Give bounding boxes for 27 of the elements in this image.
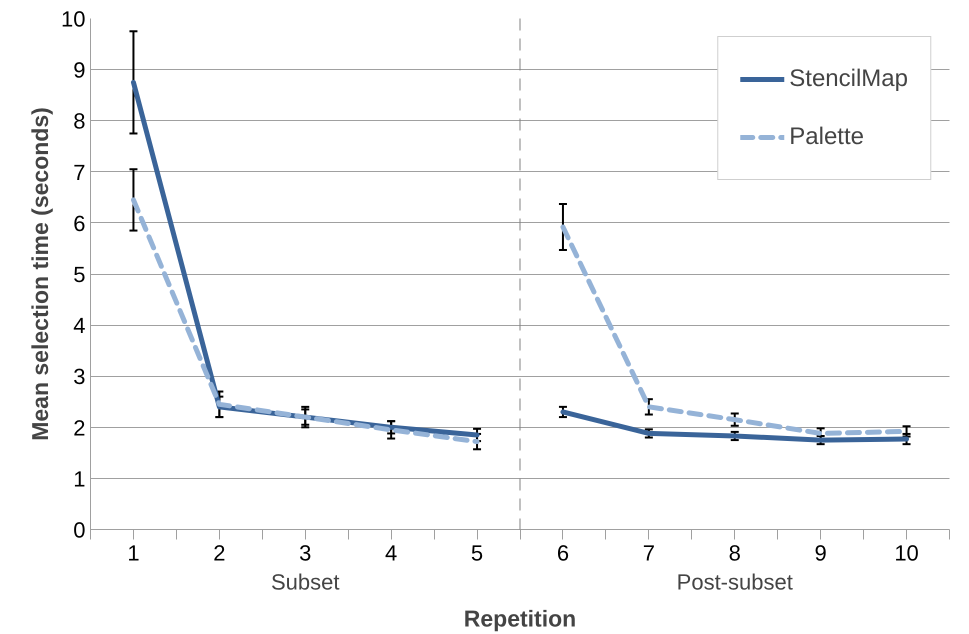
y-tick-label: 5	[73, 262, 86, 287]
y-tick-label: 0	[73, 518, 86, 542]
x-tick-label: 1	[127, 540, 140, 566]
x-tick-label: 5	[470, 540, 484, 566]
y-tick-label: 9	[73, 58, 86, 83]
y-tick-label: 1	[73, 466, 86, 492]
x-tick-label: 6	[556, 540, 570, 566]
x-tick-label: 2	[213, 540, 226, 566]
x-tick-label: 9	[814, 540, 827, 566]
x-tick-label: 8	[728, 540, 741, 566]
x-tick-label: 7	[642, 540, 655, 566]
y-tick-label: 2	[73, 415, 86, 440]
y-tick-label: 3	[73, 364, 86, 390]
x-axis-title: Repetition	[464, 606, 576, 632]
y-tick-label: 6	[73, 210, 86, 236]
x-tick-label: 4	[385, 540, 398, 566]
x-tick-label: 3	[299, 540, 312, 566]
y-tick-label: 4	[73, 313, 86, 338]
y-tick-label: 8	[73, 108, 86, 134]
x-tick-label: 10	[894, 540, 919, 566]
text: Subset	[271, 570, 340, 594]
legend-label: StencilMap	[789, 64, 908, 94]
y-tick-label: 10	[61, 6, 86, 32]
legend-label: Palette	[789, 122, 864, 152]
text: Post-subset	[676, 570, 793, 594]
y-axis-title: Mean selection time (seconds)	[27, 107, 54, 441]
y-tick-label: 7	[73, 160, 86, 185]
